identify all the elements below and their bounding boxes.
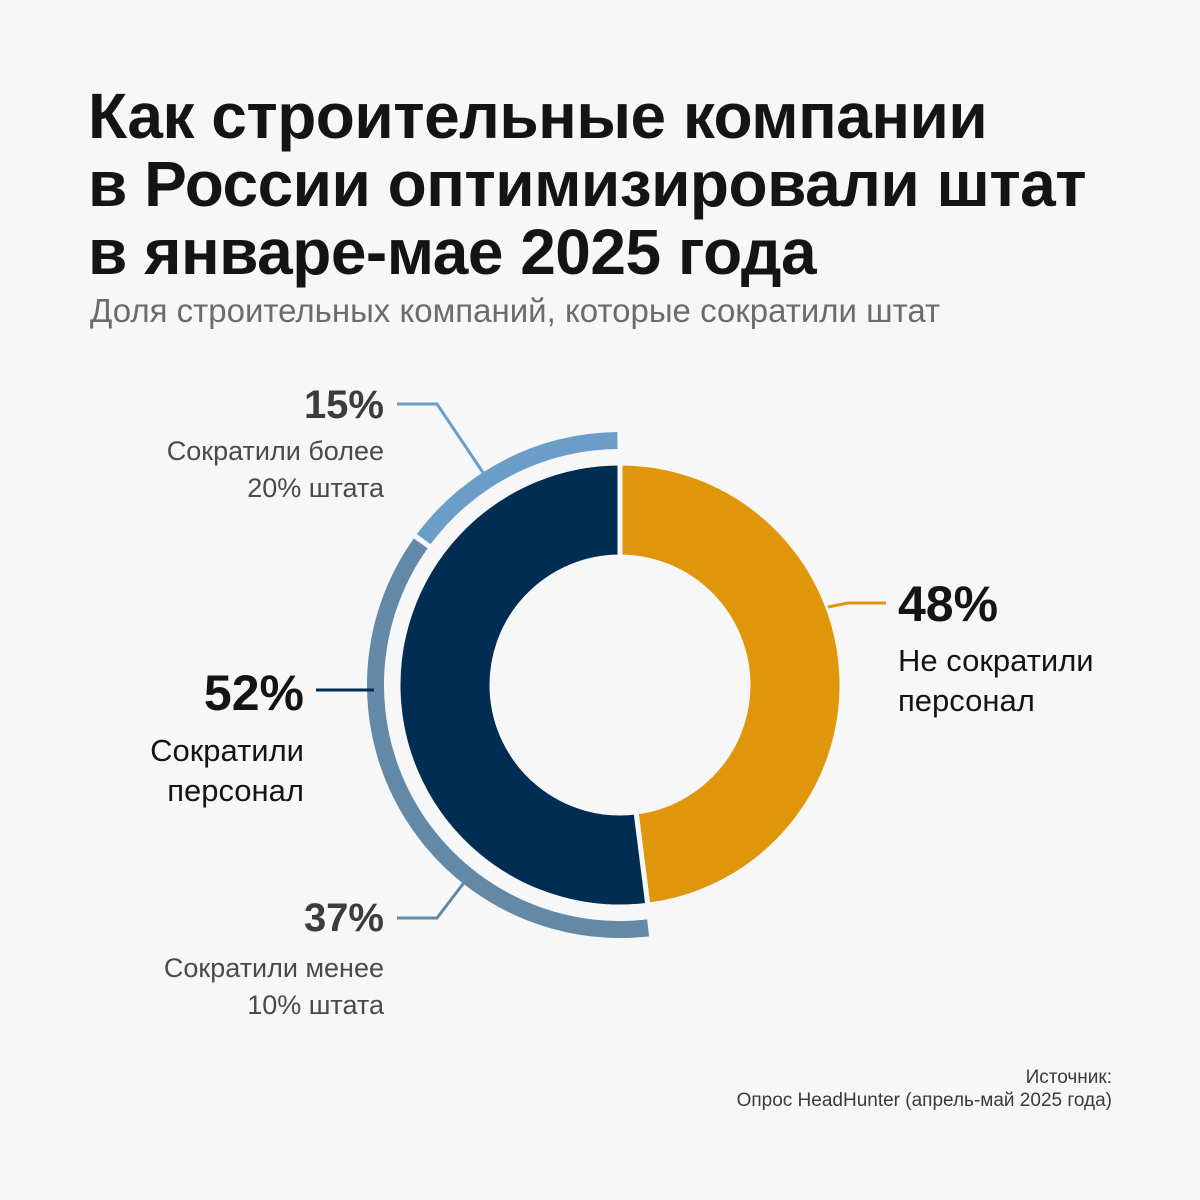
data-label-text: персонал (898, 683, 1035, 718)
chart-subtitle: Доля строительных компаний, которые сокр… (90, 292, 941, 329)
data-label-text: персонал (167, 773, 304, 808)
data-label-text: 20% штата (247, 473, 385, 503)
title-line: в январе-мае 2025 года (88, 216, 817, 288)
title-line: Как строительные компании (88, 80, 988, 152)
leader-line-inner-1 (827, 601, 886, 609)
source-label: Источник: (1025, 1067, 1112, 1088)
data-label-text: Сократили менее (164, 953, 384, 983)
data-label-text: Сократили более (167, 436, 384, 466)
rings (367, 432, 845, 938)
leader-line-outer-2 (397, 879, 468, 920)
data-label-value: 37% (304, 896, 384, 940)
outer-ring-segment-1 (416, 432, 618, 545)
source-text: Опрос HeadHunter (апрель-май 2025 года) (736, 1090, 1112, 1111)
data-label-text: Сократили (150, 733, 304, 768)
donut-slice-1 (617, 460, 845, 909)
data-label-value: 15% (304, 383, 384, 427)
donut-slice-2 (395, 460, 651, 910)
leader-line-outer-1 (397, 402, 486, 475)
data-label-value: 48% (898, 576, 998, 632)
source-note: Источник: Опрос HeadHunter (апрель-май 2… (737, 1066, 1112, 1112)
chart-title: Как строительные компании в России оптим… (88, 82, 1128, 286)
outer-ring-segment-2 (367, 538, 650, 938)
title-line: в России оптимизировали штат (88, 148, 1087, 220)
data-label-text: Не сократили (898, 643, 1094, 678)
data-label-value: 52% (204, 665, 304, 721)
data-label-text: 10% штата (247, 990, 385, 1020)
